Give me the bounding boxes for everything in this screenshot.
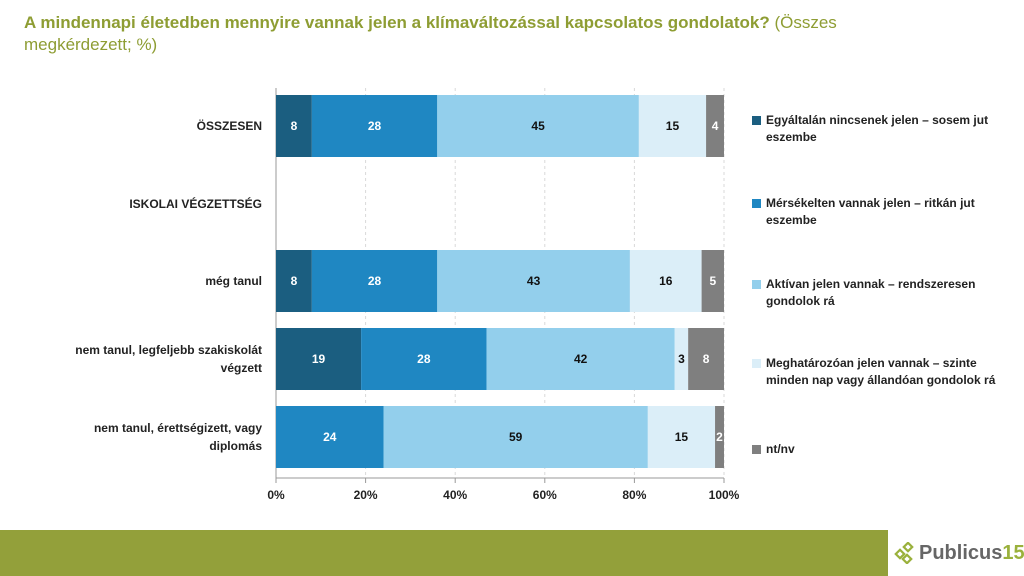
legend-item: Egyáltalán nincsenek jelen – sosem jut e… — [752, 112, 1006, 146]
data-label: 8 — [291, 119, 298, 133]
bar-segment — [437, 95, 639, 157]
footer-bar — [0, 530, 888, 576]
legend-item: nt/nv — [752, 441, 1006, 458]
bar-segment — [486, 328, 675, 390]
title-main: A mindennapi életedben mennyire vannak j… — [24, 13, 770, 32]
category-label: még tanul — [205, 274, 262, 288]
publicus-logo: Publicus 15 — [893, 538, 1024, 568]
data-label: 8 — [703, 352, 710, 366]
legend-item: Meghatározóan jelen vannak – szinte mind… — [752, 355, 1006, 389]
logo-text: Publicus — [919, 541, 1003, 564]
legend-label: Aktívan jelen vannak – rendszeresen gond… — [766, 277, 976, 308]
bar-segment — [706, 95, 724, 157]
bar-chart: 0% 20% 40% 60% 80% 100%ÖSSZESEN 8 28 45 15 4ISKOLA… — [75, 88, 740, 502]
bar-segment — [276, 95, 312, 157]
legend-swatch — [752, 445, 761, 454]
title-subtitle: (Összes megkérdezett; %) — [24, 13, 837, 54]
bar-segment — [638, 95, 707, 157]
data-label: 15 — [675, 430, 689, 444]
bar-segment — [311, 250, 438, 312]
legend-label: Mérsékelten vannak jelen – ritkán jut es… — [766, 196, 975, 227]
bar-segment — [311, 95, 438, 157]
bar-segment — [629, 250, 702, 312]
category-label: ISKOLAI VÉGZETTSÉG — [129, 196, 262, 211]
legend-swatch — [752, 199, 761, 208]
bar-segment — [715, 406, 724, 468]
bar-segment — [276, 250, 312, 312]
x-tick-label: 20% — [354, 488, 378, 502]
legend-label: Egyáltalán nincsenek jelen – sosem jut e… — [766, 113, 989, 144]
bar-segment — [674, 328, 689, 390]
category-label: ÖSSZESEN — [197, 118, 262, 133]
legend-item: Mérsékelten vannak jelen – ritkán jut es… — [752, 195, 1006, 229]
legend-swatch — [752, 280, 761, 289]
data-label: 42 — [574, 352, 588, 366]
x-tick-label: 60% — [533, 488, 557, 502]
data-label: 28 — [368, 274, 382, 288]
bar-segment — [701, 250, 724, 312]
legend-item: Aktívan jelen vannak – rendszeresen gond… — [752, 276, 1006, 310]
data-label: 15 — [666, 119, 680, 133]
x-tick-label: 80% — [622, 488, 646, 502]
x-tick-label: 0% — [267, 488, 285, 502]
data-label: 3 — [678, 352, 685, 366]
logo-diamonds-icon — [894, 542, 914, 564]
category-label: nem tanul, legfeljebb szakiskolát végzett — [75, 343, 262, 375]
data-label: 19 — [312, 352, 326, 366]
data-label: 24 — [323, 430, 337, 444]
bar-segment — [276, 406, 384, 468]
chart-title: A mindennapi életedben mennyire vannak j… — [24, 12, 924, 56]
legend-swatch — [752, 359, 761, 368]
legend-label: Meghatározóan jelen vannak – szinte mind… — [766, 356, 996, 387]
data-label: 28 — [368, 119, 382, 133]
bar-segment — [276, 328, 362, 390]
x-tick-label: 40% — [443, 488, 467, 502]
data-label: 5 — [709, 274, 716, 288]
data-label: 43 — [527, 274, 541, 288]
logo-number: 15 — [1002, 541, 1024, 564]
x-tick-label: 100% — [709, 488, 740, 502]
category-label: nem tanul, érettségizett, vagy diplomás — [94, 421, 262, 453]
data-label: 2 — [716, 430, 723, 444]
legend-swatch — [752, 116, 761, 125]
bar-segment — [361, 328, 487, 390]
data-label: 45 — [531, 119, 545, 133]
data-label: 16 — [659, 274, 673, 288]
data-label: 28 — [417, 352, 431, 366]
data-label: 4 — [712, 119, 719, 133]
legend-label: nt/nv — [766, 442, 795, 456]
bar-segment — [647, 406, 716, 468]
bar-segment — [688, 328, 724, 390]
bar-segment — [437, 250, 630, 312]
data-label: 59 — [509, 430, 523, 444]
data-label: 8 — [291, 274, 298, 288]
bar-segment — [383, 406, 648, 468]
